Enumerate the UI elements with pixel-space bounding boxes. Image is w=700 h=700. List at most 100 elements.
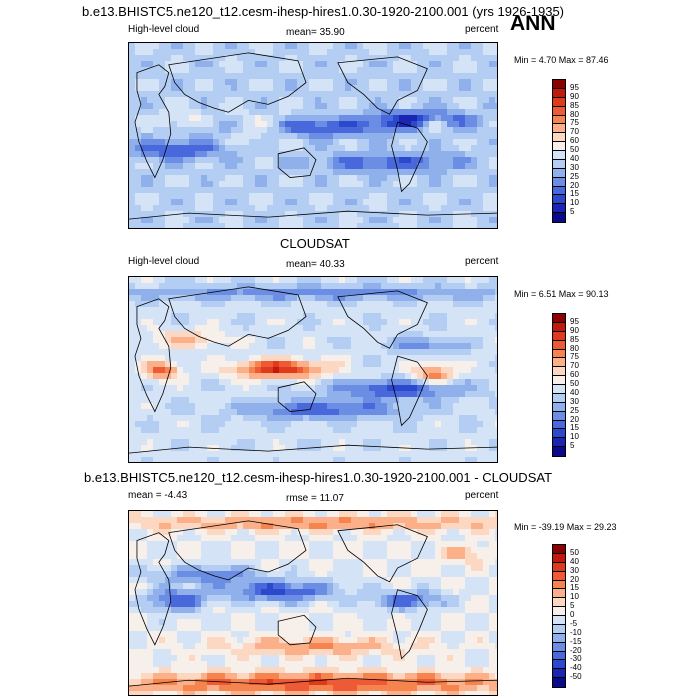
colorbar-tick-label: 85 xyxy=(570,100,579,110)
colorbar-swatch xyxy=(553,660,565,670)
colorbar-tick-label: 75 xyxy=(570,118,579,128)
colorbar-tick-label: -15 xyxy=(570,636,582,646)
colorbar-swatch xyxy=(553,168,565,178)
colorbar-swatch xyxy=(553,580,565,590)
colorbar-tick-label: -50 xyxy=(570,672,582,682)
colorbar-swatch xyxy=(553,349,565,359)
panel1-colorbar xyxy=(552,79,566,223)
continent-outline xyxy=(391,121,428,193)
colorbar-swatch xyxy=(553,651,565,661)
colorbar-swatch xyxy=(553,151,565,160)
colorbar-swatch xyxy=(553,314,565,323)
continent-outline xyxy=(391,355,428,427)
map-field-svg xyxy=(129,277,497,462)
continent-outline xyxy=(129,444,497,454)
colorbar-tick-label: 20 xyxy=(570,180,579,190)
panel3-units: percent xyxy=(465,490,499,501)
panel3-map xyxy=(128,510,498,696)
continent-outline xyxy=(391,589,428,660)
colorbar-tick-label: -40 xyxy=(570,663,582,673)
colorbar-swatch xyxy=(553,411,565,421)
colorbar-tick-label: 20 xyxy=(570,574,579,584)
colorbar-tick-label: 30 xyxy=(570,396,579,406)
colorbar-tick-label: 25 xyxy=(570,405,579,415)
colorbar-swatch xyxy=(553,616,565,625)
colorbar-tick-label: 10 xyxy=(570,592,579,602)
colorbar-swatch xyxy=(553,367,565,377)
colorbar-swatch xyxy=(553,159,565,169)
colorbar-tick-label: 40 xyxy=(570,387,579,397)
colorbar-swatch xyxy=(553,115,565,125)
colorbar-tick-label: 70 xyxy=(570,127,579,137)
colorbar-tick-label: 50 xyxy=(570,547,579,557)
continent-outline xyxy=(129,677,497,687)
colorbar-tick-label: 50 xyxy=(570,379,579,388)
colorbar-swatch xyxy=(553,678,565,687)
colorbar-swatch xyxy=(553,562,565,572)
continent-outline xyxy=(134,532,172,646)
continent-outline xyxy=(337,290,428,349)
colorbar-swatch xyxy=(553,177,565,187)
colorbar-tick-label: 0 xyxy=(570,610,575,619)
colorbar-tick-label: 5 xyxy=(570,207,575,217)
colorbar-swatch xyxy=(553,438,565,448)
colorbar-tick-label: 40 xyxy=(570,153,579,163)
colorbar-swatch xyxy=(553,322,565,332)
colorbar-swatch xyxy=(553,624,565,634)
colorbar-swatch xyxy=(553,607,565,616)
panel3-mean: mean = -4.43 xyxy=(128,490,188,501)
colorbar-tick-label: 10 xyxy=(570,432,579,442)
continent-outline xyxy=(134,298,172,413)
colorbar-tick-label: -10 xyxy=(570,627,582,637)
map-field-svg xyxy=(129,43,497,228)
colorbar-swatch xyxy=(553,598,565,608)
season-label: ANN xyxy=(510,12,556,35)
colorbar-tick-label: 15 xyxy=(570,189,579,199)
colorbar-tick-label: 15 xyxy=(570,423,579,433)
colorbar-swatch xyxy=(553,447,565,456)
panel2-map xyxy=(128,276,498,463)
panel3-title: b.e13.BHISTC5.ne120_t12.cesm-ihesp-hires… xyxy=(84,470,553,485)
colorbar-swatch xyxy=(553,589,565,599)
continent-outline xyxy=(277,381,317,412)
panel1-minmax: Min = 4.70 Max = 87.46 xyxy=(514,55,609,65)
colorbar-tick-label: 95 xyxy=(570,316,579,326)
colorbar-tick-label: 80 xyxy=(570,109,579,119)
colorbar-swatch xyxy=(553,195,565,205)
colorbar-swatch xyxy=(553,358,565,368)
colorbar-tick-label: 95 xyxy=(570,82,579,92)
colorbar-swatch xyxy=(553,204,565,214)
colorbar-swatch xyxy=(553,429,565,439)
continent-outline xyxy=(277,614,317,646)
colorbar-tick-label: 5 xyxy=(570,601,575,611)
panel1-mean: mean= 35.90 xyxy=(286,27,345,38)
panel2-mean: mean= 40.33 xyxy=(286,259,345,270)
colorbar-tick-label: 5 xyxy=(570,441,575,451)
colorbar-swatch xyxy=(553,642,565,652)
panel2-units: percent xyxy=(465,256,499,267)
colorbar-swatch xyxy=(553,331,565,341)
colorbar-swatch xyxy=(553,545,565,554)
panel2-left-label: High-level cloud xyxy=(128,256,200,267)
colorbar-swatch xyxy=(553,106,565,116)
colorbar-tick-label: 70 xyxy=(570,361,579,371)
colorbar-swatch xyxy=(553,553,565,563)
colorbar-tick-label: 30 xyxy=(570,162,579,172)
colorbar-tick-label: -30 xyxy=(570,654,582,664)
colorbar-tick-label: 90 xyxy=(570,91,579,101)
panel3-rmse: rmse = 11.07 xyxy=(286,493,344,504)
continent-outline xyxy=(129,210,497,220)
colorbar-swatch xyxy=(553,124,565,134)
colorbar-tick-label: 10 xyxy=(570,198,579,208)
colorbar-tick-label: 15 xyxy=(570,583,579,593)
colorbar-tick-label: 85 xyxy=(570,334,579,344)
continent-outline xyxy=(337,524,428,583)
colorbar-tick-label: 50 xyxy=(570,145,579,154)
panel1-map xyxy=(128,42,498,229)
colorbar-tick-label: -5 xyxy=(570,618,578,628)
colorbar-swatch xyxy=(553,393,565,403)
continent-outline xyxy=(168,52,307,113)
continent-outline xyxy=(168,286,307,347)
panel2-minmax: Min = 6.51 Max = 90.13 xyxy=(514,289,609,299)
